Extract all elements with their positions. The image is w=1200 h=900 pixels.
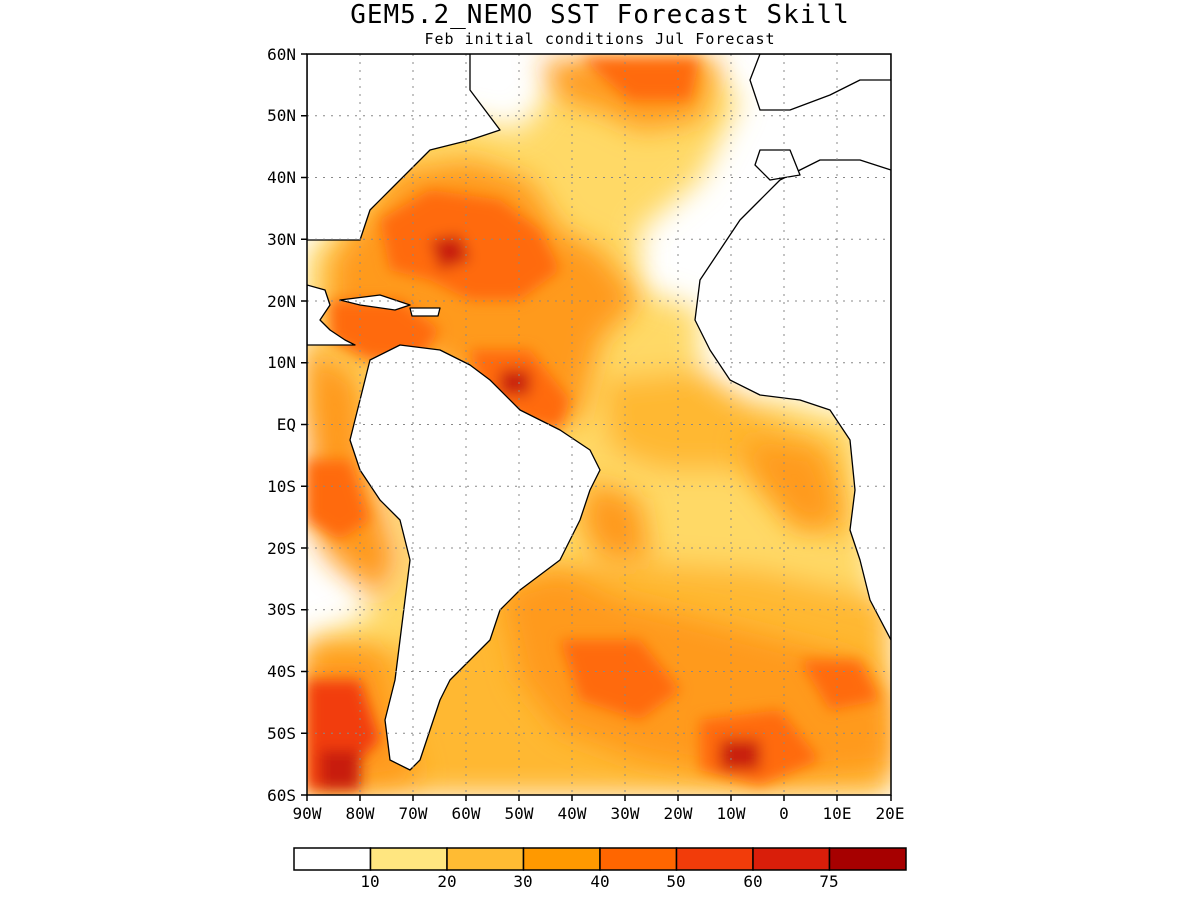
colorbar-label-30: 30	[513, 872, 533, 891]
field-deep1	[430, 235, 470, 270]
colorbar	[293, 847, 907, 871]
field-sargasso-core	[380, 190, 560, 300]
central-america	[307, 284, 356, 346]
x-tick-10w: 10W	[716, 804, 746, 823]
x-tick-40w: 40W	[557, 804, 587, 823]
colorbar-label-50: 50	[666, 872, 686, 891]
y-tick-50n: 50N	[267, 106, 296, 125]
x-tick-20e: 20E	[875, 804, 905, 823]
axis-ticks	[301, 53, 892, 801]
field-deep2	[320, 750, 360, 790]
africa	[694, 159, 891, 641]
x-tick-20w: 20W	[663, 804, 693, 823]
y-tick-50s: 50S	[267, 724, 296, 743]
field-deep4	[720, 740, 760, 770]
y-tick-10n: 10N	[267, 353, 296, 372]
colorbar-label-40: 40	[590, 872, 610, 891]
chart-title: GEM5.2_NEMO SST Forecast Skill	[350, 0, 850, 30]
y-tick-20n: 20N	[267, 292, 296, 311]
field-east-equatorial	[740, 440, 840, 530]
hispaniola	[409, 307, 441, 317]
field-deep3	[500, 370, 530, 395]
y-tick-60n: 60N	[267, 45, 296, 64]
y-tick-30n: 30N	[267, 230, 296, 249]
x-tick-70w: 70W	[398, 804, 428, 823]
colorbar-label-60: 60	[743, 872, 763, 891]
field-peru-core	[307, 460, 370, 540]
x-tick-30w: 30W	[610, 804, 640, 823]
x-tick-10e: 10E	[822, 804, 852, 823]
y-tick-40s: 40S	[267, 662, 296, 681]
colorbar-swatch-6	[752, 847, 831, 871]
x-tick-60w: 60W	[451, 804, 481, 823]
x-tick-50w: 50W	[504, 804, 534, 823]
colorbar-label-10: 10	[360, 872, 380, 891]
cuba	[339, 294, 411, 311]
y-tick-10s: 10S	[267, 477, 296, 496]
field-north-core	[580, 58, 700, 100]
colorbar-swatch-2	[446, 847, 525, 871]
colorbar-swatch-5	[675, 847, 754, 871]
colorbar-label-75: 75	[819, 872, 839, 891]
colorbar-swatch-7	[828, 847, 907, 871]
colorbar-label-20: 20	[437, 872, 457, 891]
colorbar-swatch-3	[522, 847, 601, 871]
x-tick-0: 0	[779, 804, 789, 823]
field-so-core1	[560, 640, 680, 720]
north-america	[307, 54, 501, 241]
y-tick-20s: 20S	[267, 539, 296, 558]
y-tick-30s: 30S	[267, 600, 296, 619]
field-so-core3	[800, 660, 880, 710]
colorbar-swatch-1	[369, 847, 448, 871]
field-pacific-coast	[307, 340, 400, 600]
chart-subtitle: Feb initial conditions Jul Forecast	[424, 30, 776, 48]
colorbar-swatch-4	[599, 847, 678, 871]
x-tick-90w: 90W	[292, 804, 322, 823]
colorbar-swatch-0	[293, 847, 372, 871]
y-tick-40n: 40N	[267, 168, 296, 187]
y-tick-eq: EQ	[276, 415, 296, 434]
x-tick-80w: 80W	[345, 804, 375, 823]
y-tick-60s: 60S	[267, 786, 296, 805]
europe	[749, 54, 891, 111]
iberia	[754, 149, 801, 181]
field-south-central	[580, 480, 650, 560]
lat-lon-grid	[307, 54, 891, 795]
